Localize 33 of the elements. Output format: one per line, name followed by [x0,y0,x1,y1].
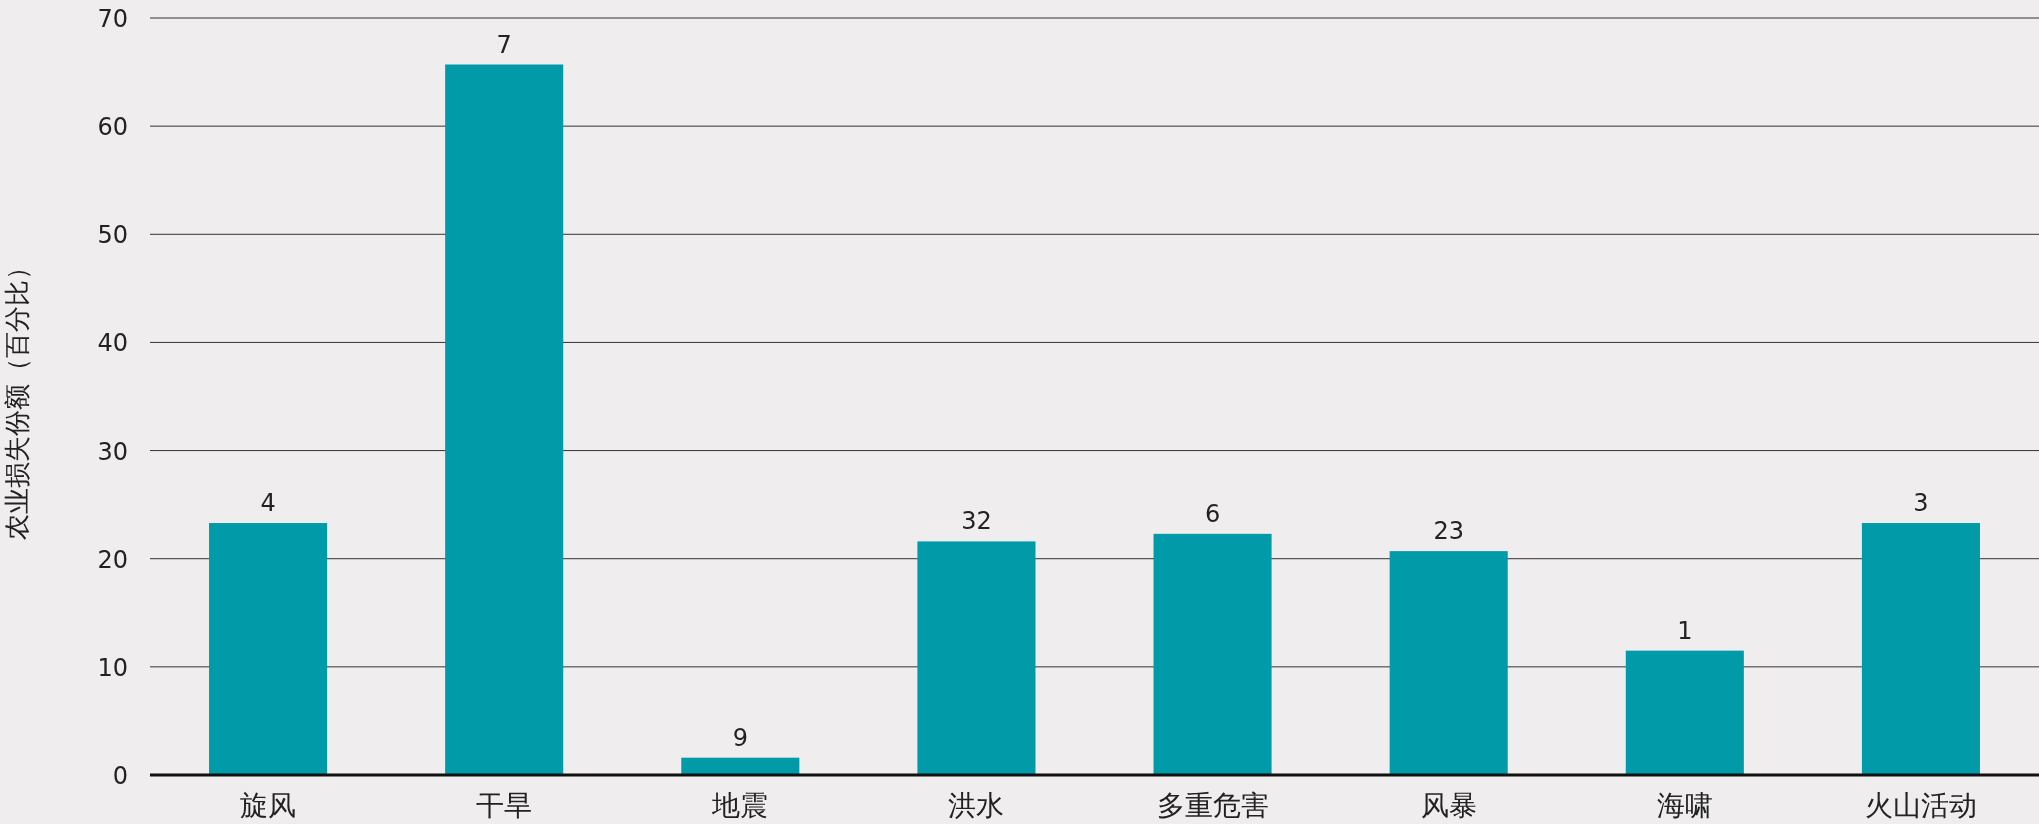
bar [1625,650,1744,775]
y-tick-label: 30 [97,437,128,466]
y-tick-label: 70 [97,5,128,33]
annotation: 7 [496,30,512,59]
y-tick-label: 0 [112,762,128,790]
x-tick-label: 旋风 [240,789,297,822]
annotation: 6 [1204,499,1221,528]
y-tick-label: 10 [97,653,128,682]
annotation: 32 [961,507,992,536]
x-tick-label: 火山活动 [1864,789,1977,822]
x-tick-label: 地震 [711,789,769,822]
annotation: 23 [1433,517,1464,546]
bar [445,64,564,775]
x-tick-label: 风暴 [1420,789,1477,822]
y-tick-label: 50 [97,221,128,250]
y-axis-title: 农业损失份额（百分比） [2,253,32,540]
annotation: 9 [732,723,748,752]
annotation: 3 [1913,489,1929,518]
bar [1389,551,1508,775]
bar [1861,523,1980,775]
bar [209,523,328,775]
annotation: 4 [260,489,276,518]
y-tick-label: 40 [97,329,128,358]
bar [681,757,800,775]
bar [1153,533,1272,775]
x-tick-label: 干旱 [476,789,533,822]
annotation: 1 [1677,616,1693,645]
x-tick-label: 海啸 [1656,789,1713,822]
x-tick-label: 多重危害 [1156,789,1269,822]
y-tick-label: 60 [97,113,128,142]
y-tick-label: 20 [97,545,128,574]
x-tick-label: 洪水 [948,789,1005,822]
bar [917,541,1036,775]
